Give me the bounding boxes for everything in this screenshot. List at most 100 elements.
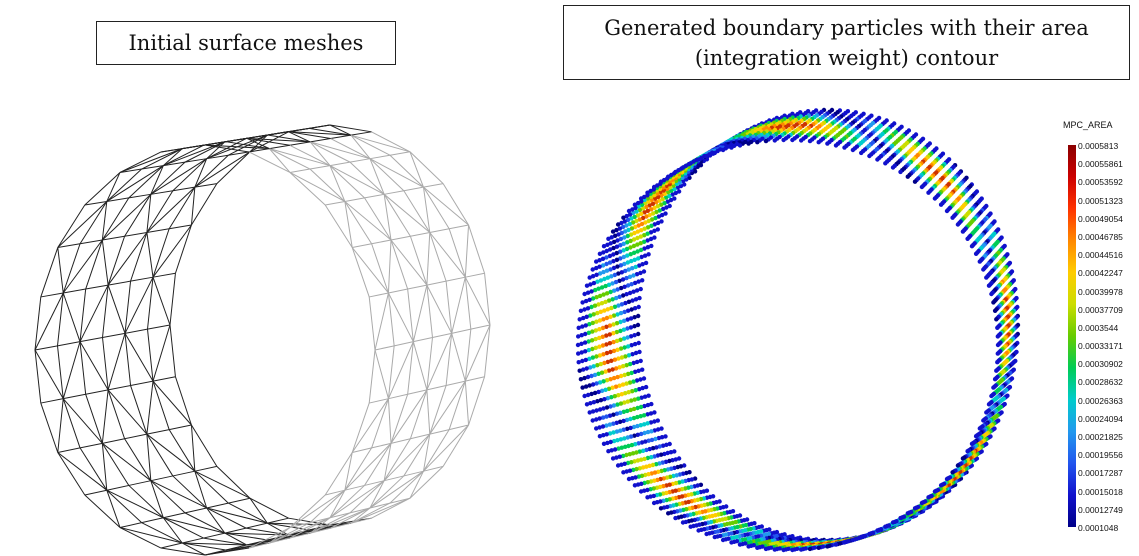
mesh-edge <box>442 424 469 467</box>
boundary-particle <box>607 431 613 436</box>
mesh-edge <box>57 345 64 399</box>
boundary-particle <box>636 331 641 337</box>
mesh-edge <box>289 172 346 202</box>
boundary-particle <box>859 534 864 540</box>
mesh-edge <box>225 141 270 150</box>
boundary-particle <box>605 307 610 312</box>
cylinder-opening <box>728 157 898 507</box>
mesh-edge <box>57 452 86 496</box>
boundary-particle <box>632 214 637 220</box>
boundary-particle-cylinder <box>575 107 1021 553</box>
boundary-particle <box>612 272 617 278</box>
boundary-particle <box>619 220 624 226</box>
boundary-particle <box>663 211 668 216</box>
mesh-edge <box>374 349 389 399</box>
mesh-edge <box>464 381 470 426</box>
boundary-particle <box>989 291 994 297</box>
boundary-particle <box>609 358 614 363</box>
mesh-edge <box>449 224 469 230</box>
mesh-edge <box>403 470 424 477</box>
boundary-particle <box>607 422 613 427</box>
mesh-edge <box>387 292 414 342</box>
mesh-edge <box>324 452 353 496</box>
boundary-particle <box>737 143 743 148</box>
boundary-particle <box>799 138 804 143</box>
boundary-particle <box>623 391 628 396</box>
boundary-particle <box>618 263 624 268</box>
boundary-particle <box>577 368 582 373</box>
boundary-particle <box>604 333 609 338</box>
legend-tick-label: 0.00053592 <box>1078 177 1123 188</box>
boundary-particle <box>635 242 640 247</box>
boundary-particle <box>622 461 627 466</box>
mesh-edge <box>409 236 428 286</box>
boundary-particle <box>583 384 589 389</box>
boundary-particle <box>995 351 1000 356</box>
boundary-particle <box>634 218 639 224</box>
boundary-particle <box>664 205 669 210</box>
boundary-particle <box>645 495 650 500</box>
boundary-particle <box>634 359 640 365</box>
mesh-edge <box>152 228 170 278</box>
boundary-particle <box>636 256 641 261</box>
mesh-edge <box>169 224 192 230</box>
boundary-particle <box>575 342 581 348</box>
mesh-edge <box>289 144 331 167</box>
mesh-edge <box>147 324 171 330</box>
boundary-particle <box>615 264 620 269</box>
boundary-particle <box>618 373 624 379</box>
mesh-edge <box>369 158 385 195</box>
boundary-particle <box>622 235 627 240</box>
boundary-particle <box>594 381 599 386</box>
boundary-particle <box>594 426 599 431</box>
boundary-particle <box>649 217 655 222</box>
mesh-edge <box>289 517 331 539</box>
boundary-particle <box>618 285 624 291</box>
boundary-particle <box>611 239 617 245</box>
boundary-particle <box>617 454 622 459</box>
boundary-particle <box>628 434 634 439</box>
boundary-particle <box>593 328 598 333</box>
boundary-particle <box>611 348 617 354</box>
boundary-particle <box>608 404 613 409</box>
mesh-edge <box>329 512 351 519</box>
mesh-edge <box>62 398 103 444</box>
mesh-edge <box>423 465 444 472</box>
boundary-particle <box>977 426 982 431</box>
boundary-particle <box>650 446 656 451</box>
boundary-particle <box>603 369 608 374</box>
boundary-particle <box>617 278 622 283</box>
boundary-particle <box>640 367 645 372</box>
boundary-particle <box>646 472 651 477</box>
mesh-edge <box>124 232 147 237</box>
boundary-particle <box>625 326 630 331</box>
boundary-particle <box>645 412 650 417</box>
boundary-particle <box>905 174 910 179</box>
boundary-particle <box>576 360 581 365</box>
boundary-particle <box>587 383 592 388</box>
boundary-particle <box>660 443 666 448</box>
boundary-particle <box>919 500 925 506</box>
boundary-particle <box>635 405 640 411</box>
boundary-particle <box>646 252 651 257</box>
boundary-particle <box>582 375 587 381</box>
boundary-particle <box>614 257 620 262</box>
boundary-particle <box>643 384 649 390</box>
mesh-edge <box>150 475 173 482</box>
boundary-particle <box>618 328 623 334</box>
mesh-edge <box>350 134 411 153</box>
mesh-edge <box>107 236 126 286</box>
boundary-particle <box>604 342 609 347</box>
boundary-particle <box>611 421 616 426</box>
mesh-edge <box>150 158 207 195</box>
mesh-edge <box>426 389 431 435</box>
mesh-edge <box>344 201 392 241</box>
mesh-edge <box>309 517 331 524</box>
boundary-particle <box>622 400 627 405</box>
boundary-particle <box>763 546 769 552</box>
boundary-particle <box>619 302 625 307</box>
boundary-particle <box>615 374 620 380</box>
boundary-particle <box>664 442 669 447</box>
mesh-edge <box>79 337 103 343</box>
boundary-particle <box>649 401 654 407</box>
